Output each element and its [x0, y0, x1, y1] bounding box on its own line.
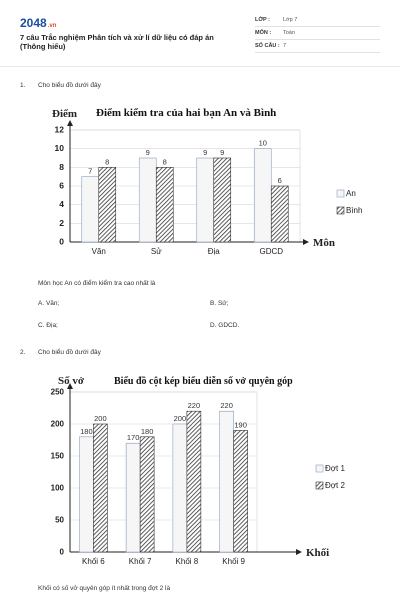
- bar-đợt-1: [219, 410, 234, 553]
- bar-đợt-2: [186, 410, 202, 553]
- meta-key: LỚP :: [255, 17, 270, 23]
- data-label: 180: [80, 427, 93, 436]
- y-tick-label: 250: [51, 388, 65, 397]
- meta-row-count: SỐ CÂU :7: [255, 40, 380, 53]
- question-1-prompt: Cho biểu đồ dưới đây: [38, 82, 101, 89]
- question-2-number: 2.: [20, 349, 26, 356]
- bar-bình: [213, 157, 232, 243]
- bar-đợt-2: [233, 430, 248, 553]
- bar-đợt-2: [93, 423, 108, 553]
- x-tick-label: Văn: [92, 247, 106, 256]
- y-tick-label: 10: [55, 143, 65, 153]
- bar-đợt-1: [125, 442, 141, 553]
- bar-bình: [155, 167, 174, 243]
- bar-đợt-1: [79, 436, 94, 553]
- data-label: 9: [146, 148, 150, 157]
- meta-value: Lớp 7: [283, 17, 298, 23]
- x-tick-label: Khối 6: [82, 557, 105, 566]
- bar-an: [196, 157, 215, 243]
- bar-an: [81, 176, 100, 243]
- question-2-prompt: Cho biểu đồ dưới đây: [38, 349, 101, 356]
- x-axis-arrow: [303, 239, 309, 245]
- x-axis-title: Khối: [306, 547, 329, 559]
- y-tick-label: 100: [51, 484, 65, 493]
- option-b[interactable]: B. Sử;: [210, 300, 229, 307]
- header-divider: [0, 66, 400, 67]
- site-logo[interactable]: 2048.vn: [20, 16, 56, 30]
- bar-bình: [98, 167, 117, 243]
- data-label: 180: [141, 427, 154, 436]
- y-tick-label: 50: [55, 516, 64, 525]
- y-tick-label: 4: [59, 199, 64, 209]
- logo-text: 2048: [20, 16, 47, 30]
- data-label: 190: [234, 420, 247, 429]
- data-label: 10: [259, 139, 267, 148]
- y-tick-label: 200: [51, 420, 65, 429]
- data-label: 6: [278, 176, 282, 185]
- question-1-text: Môn học An có điểm kiểm tra cao nhất là: [38, 280, 156, 287]
- y-tick-label: 8: [59, 162, 64, 172]
- legend-swatch: [336, 189, 345, 198]
- data-label: 7: [88, 167, 92, 176]
- y-tick-label: 150: [51, 452, 65, 461]
- x-tick-label: Khối 7: [129, 557, 152, 566]
- data-label: 9: [220, 148, 224, 157]
- meta-key: SỐ CÂU :: [255, 43, 280, 49]
- data-label: 8: [105, 157, 109, 166]
- x-tick-label: Khối 8: [176, 557, 199, 566]
- question-2-text: Khối có số vở quyên góp ít nhất trong đợ…: [38, 585, 171, 592]
- y-tick-label: 0: [60, 548, 65, 557]
- y-axis-arrow: [67, 120, 73, 126]
- meta-row-subject: MÔN : Toán: [255, 27, 380, 40]
- legend-label: Bình: [346, 206, 362, 215]
- logo-domain: .vn: [47, 23, 57, 29]
- legend-label: Đợt 2: [325, 481, 345, 490]
- bar-an: [253, 148, 272, 243]
- y-tick-label: 12: [55, 125, 65, 135]
- meta-row-grade: LỚP : Lớp 7: [255, 14, 380, 27]
- data-label: 8: [163, 157, 167, 166]
- bar-an: [138, 157, 157, 243]
- chart-1: 0 2 4 6 8 10 12 7 8 Văn 9 8 Sử 9 9 Địa 10 6 GDCD Điểm Môn Điể…: [52, 107, 362, 256]
- y-tick-label: 0: [59, 237, 64, 247]
- y-axis-arrow: [67, 383, 73, 389]
- y-tick-label: 6: [59, 181, 64, 191]
- question-1-number: 1.: [20, 82, 26, 89]
- bar-đợt-1: [172, 423, 188, 553]
- x-tick-label: Khối 9: [222, 557, 245, 566]
- y-tick-label: 2: [59, 218, 64, 228]
- bar-bình: [270, 185, 289, 243]
- y-axis-title: Điểm: [52, 108, 77, 120]
- x-tick-label: Địa: [208, 247, 221, 256]
- option-a[interactable]: A. Văn;: [38, 300, 60, 307]
- page-title: 7 câu Trắc nghiệm Phân tích và xử lí dữ …: [20, 33, 214, 52]
- x-tick-label: Sử: [151, 247, 162, 256]
- x-axis-arrow: [296, 549, 302, 555]
- y-axis-title: Số vở: [58, 375, 85, 387]
- data-label: 9: [203, 148, 207, 157]
- x-tick-label: GDCD: [259, 247, 283, 256]
- legend-swatch: [315, 481, 324, 490]
- meta-value: 7: [283, 43, 287, 49]
- chart-title: Điểm kiểm tra của hai bạn An và Bình: [96, 107, 276, 119]
- option-d[interactable]: D. GDCD.: [210, 322, 240, 329]
- data-label: 170: [127, 433, 140, 442]
- data-label: 220: [188, 401, 201, 410]
- legend-label: Đợt 1: [325, 464, 345, 473]
- legend-swatch: [315, 464, 324, 473]
- x-axis-title: Môn: [313, 237, 335, 249]
- data-label: 220: [220, 401, 233, 410]
- chart-title: Biểu đồ cột kép biểu diễn số vở quyên gó…: [114, 376, 293, 387]
- bar-đợt-2: [139, 436, 155, 553]
- meta-value: Toán: [283, 30, 295, 36]
- legend-label: An: [346, 189, 356, 198]
- meta-table: LỚP : Lớp 7 MÔN : Toán SỐ CÂU :7: [255, 14, 380, 53]
- legend-swatch: [336, 206, 345, 215]
- option-c[interactable]: C. Địa;: [38, 322, 58, 329]
- data-label: 200: [94, 414, 107, 423]
- meta-key: MÔN :: [255, 30, 272, 36]
- data-label: 200: [174, 414, 187, 423]
